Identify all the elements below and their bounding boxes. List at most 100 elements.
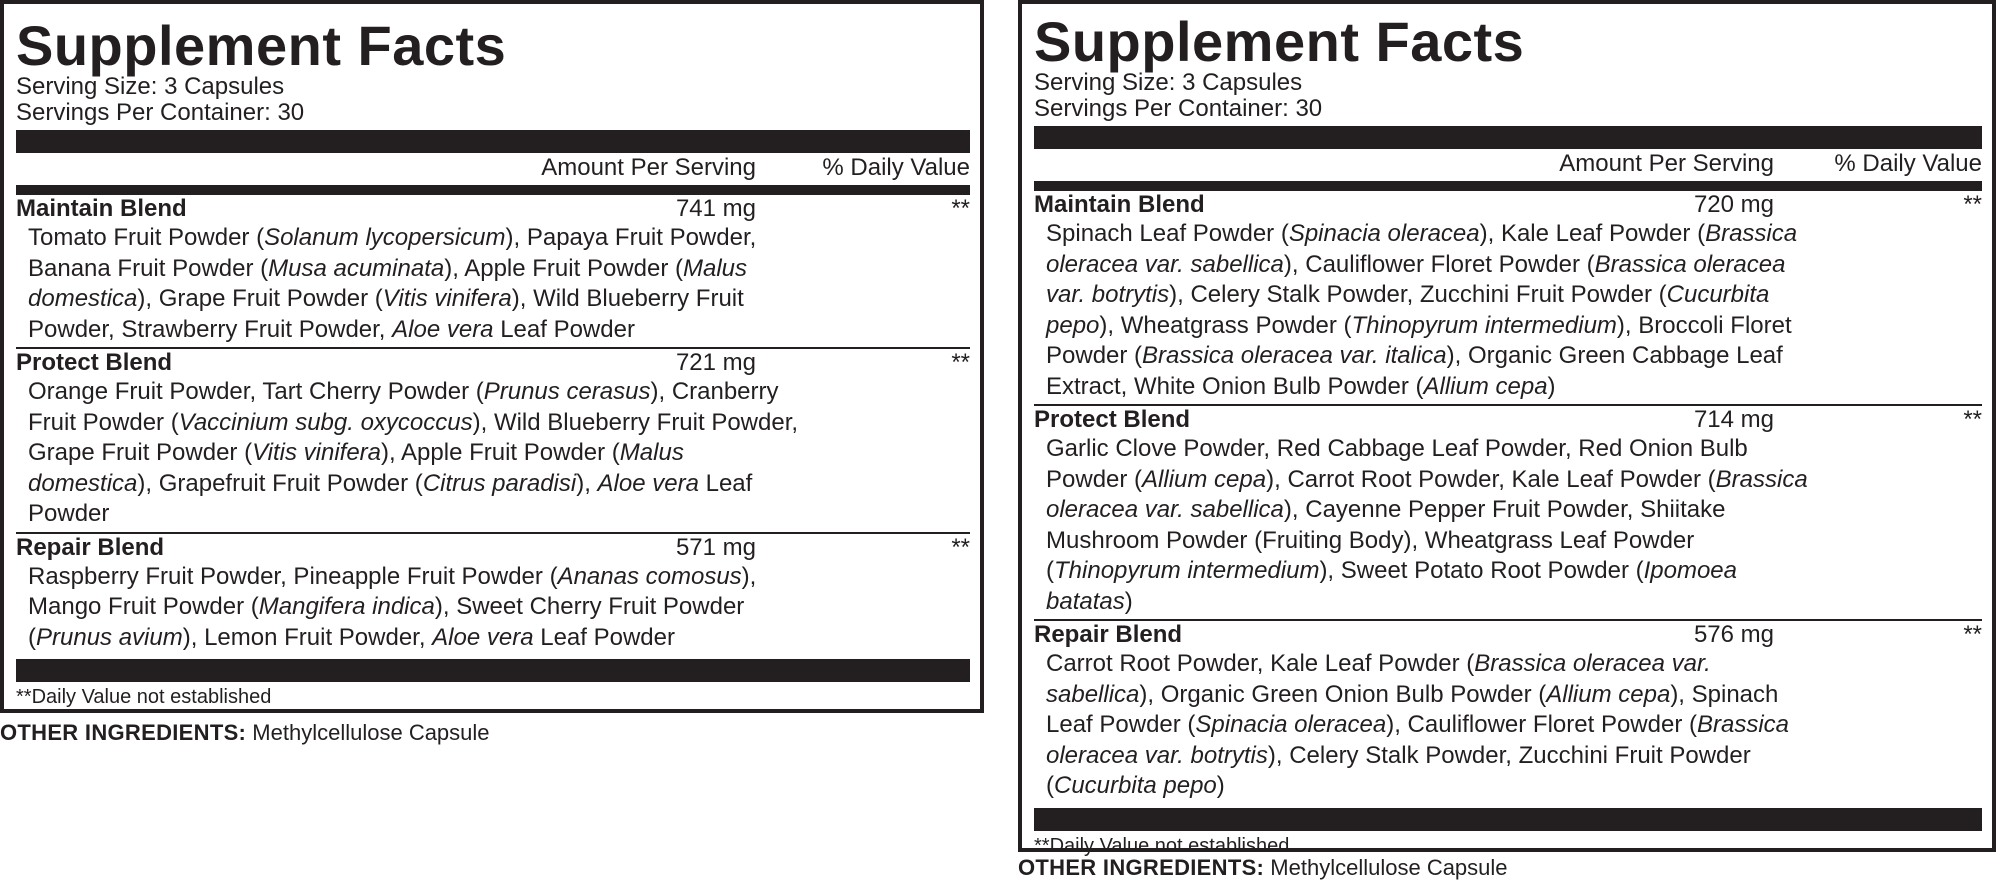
botanical-name: Brassica oleracea var. italica: [1142, 342, 1447, 369]
botanical-name: var. botrytis: [1046, 281, 1170, 308]
supplement-facts-panel-left: Supplement Facts Serving Size: 3 Capsule…: [0, 0, 984, 713]
ingredient-text: ), Spinach: [1670, 680, 1779, 708]
botanical-name: Brassica: [1715, 465, 1808, 493]
ingredient-text: Spinach Leaf Powder (: [1046, 220, 1289, 247]
divider-thick: [16, 130, 970, 153]
blend-row: Repair Blend 576 mg **: [1034, 621, 1982, 649]
supplement-facts-panel-right: Supplement Facts Serving Size: 3 Capsule…: [1018, 0, 1996, 857]
ingredient-line: sabellica), Organic Green Onion Bulb Pow…: [1034, 680, 1982, 711]
ingredient-line: batatas): [1034, 587, 1982, 618]
ingredient-line: Carrot Root Powder, Kale Leaf Powder (Br…: [1034, 649, 1982, 680]
dv-header: % Daily Value: [822, 154, 970, 181]
ingredient-line: Powder, Strawberry Fruit Powder, Aloe ve…: [16, 315, 970, 346]
ingredient-text: ), Cauliflower Floret Powder (: [1283, 250, 1595, 278]
ingredient-text: (: [1046, 772, 1054, 799]
botanical-name: pepo: [1046, 311, 1100, 339]
ingredient-text: ),: [576, 469, 598, 497]
ingredient-line: Orange Fruit Powder, Tart Cherry Powder …: [16, 377, 970, 408]
botanical-name: Aloe vera: [392, 315, 494, 343]
ingredient-text: ), Cayenne Pepper Fruit Powder, Shiitake: [1283, 496, 1726, 523]
ingredient-line: (Prunus avium), Lemon Fruit Powder, Aloe…: [16, 623, 970, 654]
ingredient-text: Extract, White Onion Bulb Powder (: [1046, 372, 1424, 400]
blend-amount: 714 mg: [1693, 406, 1774, 433]
panel-title: Supplement Facts: [16, 14, 507, 77]
ingredient-line: Fruit Powder (Vaccinium subg. oxycoccus)…: [16, 408, 970, 439]
ingredient-line: var. botrytis), Celery Stalk Powder, Zuc…: [1034, 280, 1982, 311]
ingredient-text: ), Sweet Cherry Fruit Powder: [434, 593, 745, 620]
ingredient-line: Spinach Leaf Powder (Spinacia oleracea),…: [1034, 219, 1982, 250]
ingredient-text: Garlic Clove Powder, Red Cabbage Leaf Po…: [1046, 435, 1748, 462]
ingredient-text: ), Organic Green Cabbage Leaf: [1446, 342, 1783, 369]
botanical-name: Spinacia oleracea: [1195, 711, 1387, 738]
blend-row: Repair Blend 571 mg **: [16, 534, 970, 562]
ingredient-text: ): [1124, 587, 1133, 615]
ingredient-line: Tomato Fruit Powder (Solanum lycopersicu…: [16, 223, 970, 254]
ingredient-text: ), Kale Leaf Powder (: [1479, 220, 1706, 247]
ingredient-text: Powder (: [1046, 342, 1143, 369]
other-ingredients-label: OTHER INGREDIENTS:: [1018, 855, 1265, 880]
ingredient-text: ): [1216, 772, 1225, 799]
botanical-name: oleracea var. botrytis: [1046, 741, 1268, 769]
ingredient-line: oleracea var. botrytis), Celery Stalk Po…: [1034, 741, 1982, 772]
blend-row: Protect Blend 721 mg **: [16, 349, 970, 377]
footnote: **Daily Value not established: [1034, 834, 1290, 857]
botanical-name: Vitis vinifera: [382, 285, 512, 312]
ingredient-line: Banana Fruit Powder (Musa acuminata), Ap…: [16, 254, 970, 285]
ingredient-text: Mango Fruit Powder (: [28, 593, 259, 620]
ingredient-text: Tomato Fruit Powder (: [28, 224, 265, 251]
ingredient-text: Fruit Powder (: [28, 408, 179, 436]
botanical-name: Allium cepa: [1142, 465, 1267, 493]
ingredient-line: Powder (Allium cepa), Carrot Root Powder…: [1034, 465, 1982, 496]
ingredient-text: Orange Fruit Powder, Tart Cherry Powder …: [28, 378, 484, 405]
ingredient-text: ),: [741, 562, 757, 590]
ingredient-text: ), Apple Fruit Powder (: [381, 439, 620, 466]
botanical-name: Solanum lycopersicum: [264, 224, 506, 251]
blend-list: Maintain Blend 741 mg ** Tomato Fruit Powde…: [16, 195, 970, 655]
botanical-name: Thinopyrum intermedium: [1351, 311, 1617, 339]
ingredient-text: Mushroom Powder (Fruiting Body), Wheatgr…: [1046, 526, 1695, 554]
botanical-name: domestica: [28, 285, 138, 312]
other-ingredients: OTHER INGREDIENTS: Methylcellulose Capsu…: [1018, 855, 1508, 881]
blend-amount: 576 mg: [1693, 621, 1774, 648]
blend-daily-value: **: [951, 533, 970, 561]
blend-row: Maintain Blend 741 mg **: [16, 195, 970, 223]
ingredient-text: Leaf Powder (: [1046, 711, 1196, 738]
amount-header: Amount Per Serving: [1559, 150, 1774, 177]
ingredient-line: pepo), Wheatgrass Powder (Thinopyrum int…: [1034, 311, 1982, 342]
ingredient-text: ), Wild Blueberry Fruit Powder,: [472, 408, 799, 436]
ingredient-text: ), Papaya Fruit Powder,: [505, 224, 757, 251]
ingredient-line: Powder: [16, 499, 970, 530]
botanical-name: Ananas comosus: [557, 562, 742, 590]
ingredient-text: ), Cranberry: [650, 378, 779, 405]
ingredient-text: ), Celery Stalk Powder, Zucchini Fruit P…: [1267, 741, 1751, 769]
botanical-name: Ipomoea: [1643, 557, 1737, 584]
botanical-name: Vitis vinifera: [252, 439, 382, 466]
blend-section: Repair Blend 571 mg ** Raspberry Fruit Powd…: [16, 534, 970, 656]
ingredient-text: Raspberry Fruit Powder, Pineapple Fruit …: [28, 562, 558, 590]
blend-daily-value: **: [1963, 406, 1982, 433]
divider-medium: [1034, 181, 1982, 191]
ingredient-line: Garlic Clove Powder, Red Cabbage Leaf Po…: [1034, 434, 1982, 465]
blend-name: Maintain Blend: [16, 195, 187, 222]
blend-daily-value: **: [951, 195, 970, 222]
ingredient-text: ): [1547, 372, 1556, 400]
blend-amount: 571 mg: [675, 533, 756, 561]
ingredient-line: Raspberry Fruit Powder, Pineapple Fruit …: [16, 562, 970, 593]
column-header: Amount Per Serving % Daily Value: [16, 153, 970, 183]
blend-name: Protect Blend: [16, 349, 173, 376]
botanical-name: Vaccinium subg. oxycoccus: [178, 408, 473, 436]
servings-per-container: Servings Per Container: 30: [1034, 95, 1323, 122]
ingredient-text: Powder (: [1046, 465, 1143, 493]
other-ingredients-value: Methylcellulose Capsule: [1264, 855, 1508, 880]
servings-per-container: Servings Per Container: 30: [16, 99, 305, 126]
ingredient-text: ), Sweet Potato Root Powder (: [1319, 557, 1644, 584]
botanical-name: oleracea var. sabellica: [1046, 496, 1284, 523]
botanical-name: Malus: [619, 439, 684, 466]
other-ingredients-value: Methylcellulose Capsule: [246, 720, 490, 745]
blend-daily-value: **: [951, 349, 970, 376]
ingredient-text: Carrot Root Powder, Kale Leaf Powder (: [1046, 650, 1475, 677]
ingredient-text: Leaf: [698, 469, 753, 497]
botanical-name: Brassica oleracea var.: [1474, 650, 1711, 677]
ingredient-line: Mango Fruit Powder (Mangifera indica), S…: [16, 592, 970, 623]
botanical-name: Malus: [682, 254, 748, 282]
